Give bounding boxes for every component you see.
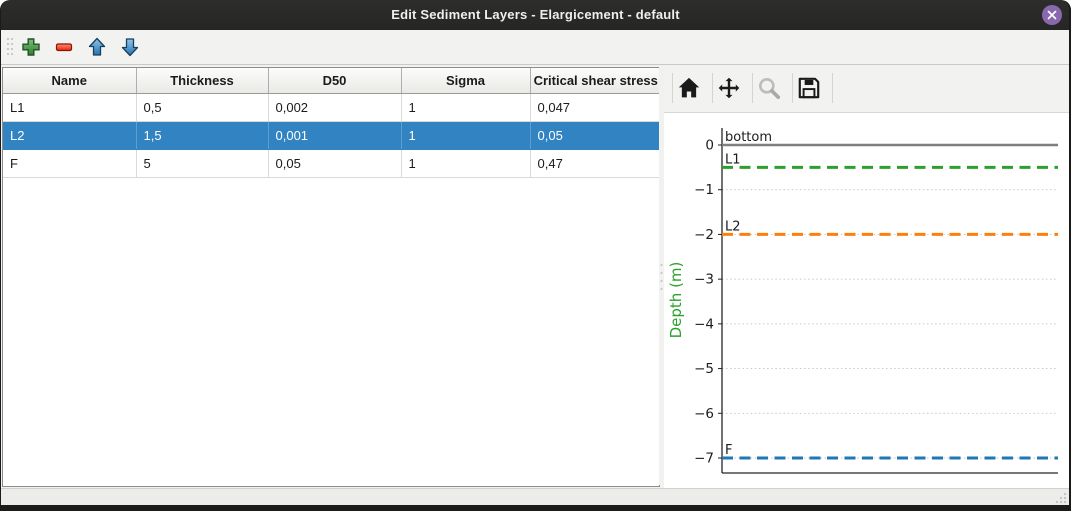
- toolbar-separator: [792, 73, 793, 103]
- column-header-sigma[interactable]: Sigma: [401, 68, 531, 94]
- minus-icon: [55, 43, 73, 52]
- table-cell[interactable]: 1: [401, 121, 531, 150]
- chart-home-button[interactable]: [676, 75, 702, 101]
- toolbar-separator: [712, 73, 713, 103]
- chart-zoom-button[interactable]: [756, 75, 782, 101]
- table-cell[interactable]: 0,47: [530, 149, 659, 178]
- close-icon: [1047, 10, 1057, 20]
- layer-label-L2: L2: [725, 219, 741, 234]
- table-cell[interactable]: L1: [3, 93, 137, 122]
- table-row-L2[interactable]: L2 1,5 0,001 1 0,05: [3, 121, 659, 150]
- magnifier-icon: [759, 78, 781, 100]
- chart-toolbar: [664, 65, 1069, 113]
- arrow-up-icon: [88, 37, 106, 56]
- panel-splitter[interactable]: [659, 65, 664, 485]
- arrow-down-icon: [121, 38, 139, 57]
- resize-grip-icon[interactable]: [1053, 490, 1067, 504]
- layer-label-bottom: bottom: [725, 130, 772, 145]
- y-tick-label: −1: [694, 182, 714, 198]
- table-cell[interactable]: 0,047: [530, 93, 659, 122]
- toolbar-drag-handle[interactable]: [5, 36, 15, 58]
- y-tick-label: 0: [705, 138, 714, 154]
- remove-layer-button[interactable]: [53, 36, 75, 58]
- depth-profile-figure[interactable]: Depth (m) 0 −1 −2 −3 −4 −5 −6 −7 bottom L1 L2 F: [664, 113, 1069, 488]
- y-tick-label: −5: [694, 361, 714, 377]
- titlebar[interactable]: Edit Sediment Layers - Elargicement - de…: [0, 0, 1071, 30]
- table-row-L1[interactable]: L1 0,5 0,002 1 0,047: [3, 93, 659, 122]
- table-cell[interactable]: 0,05: [530, 121, 659, 150]
- table-cell[interactable]: 0,05: [268, 149, 402, 178]
- table-body: L1 0,5 0,002 1 0,047 L2 1,5 0,001 1 0,05 F 5 0,05 1 0,…: [3, 93, 659, 178]
- table-cell[interactable]: 0,001: [268, 121, 402, 150]
- toolbar-separator: [752, 73, 753, 103]
- table-cell[interactable]: 1,5: [136, 121, 269, 150]
- chart-pan-button[interactable]: [716, 75, 742, 101]
- table-cell[interactable]: 0,5: [136, 93, 269, 122]
- plus-icon: [22, 38, 40, 56]
- y-tick-label: −2: [694, 227, 714, 243]
- column-header-thickness[interactable]: Thickness: [136, 68, 269, 94]
- splitter-grip-icon: [660, 264, 663, 290]
- chart-save-button[interactable]: [796, 75, 822, 101]
- window-title: Edit Sediment Layers - Elargicement - de…: [391, 7, 680, 22]
- table-cell[interactable]: L2: [3, 121, 137, 150]
- home-icon: [678, 77, 700, 98]
- column-header-critical-shear-stress[interactable]: Critical shear stress: [530, 68, 659, 94]
- toolbar-separator: [672, 73, 673, 103]
- sediment-layers-table: Name Thickness D50 Sigma Critical shear stre…: [2, 67, 660, 487]
- column-header-name[interactable]: Name: [3, 68, 137, 94]
- close-button[interactable]: [1042, 5, 1062, 25]
- table-cell[interactable]: 0,002: [268, 93, 402, 122]
- depth-chart-svg: Depth (m) 0 −1 −2 −3 −4 −5 −6 −7 bottom L1 L2 F: [667, 128, 1058, 474]
- table-row-F[interactable]: F 5 0,05 1 0,47: [3, 149, 659, 178]
- pan-move-icon: [718, 77, 740, 99]
- y-tick-label: −7: [694, 451, 714, 467]
- move-layer-down-button[interactable]: [119, 36, 141, 58]
- y-tick-label: −4: [694, 316, 714, 332]
- column-header-d50[interactable]: D50: [268, 68, 402, 94]
- layers-toolbar: [0, 30, 1071, 65]
- toolbar-separator: [832, 73, 833, 103]
- status-bar: [0, 488, 1071, 506]
- move-layer-up-button[interactable]: [86, 36, 108, 58]
- table-cell[interactable]: 1: [401, 93, 531, 122]
- table-cell[interactable]: 5: [136, 149, 269, 178]
- save-floppy-icon: [798, 77, 820, 99]
- table-cell[interactable]: 1: [401, 149, 531, 178]
- y-tick-label: −3: [694, 272, 714, 288]
- layer-label-L1: L1: [725, 152, 741, 167]
- table-cell[interactable]: F: [3, 149, 137, 178]
- table-header-row: Name Thickness D50 Sigma Critical shear stre…: [3, 68, 659, 94]
- y-axis-label: Depth (m): [667, 262, 685, 339]
- layer-label-F: F: [725, 443, 732, 458]
- add-layer-button[interactable]: [20, 36, 42, 58]
- y-tick-label: −6: [694, 406, 714, 422]
